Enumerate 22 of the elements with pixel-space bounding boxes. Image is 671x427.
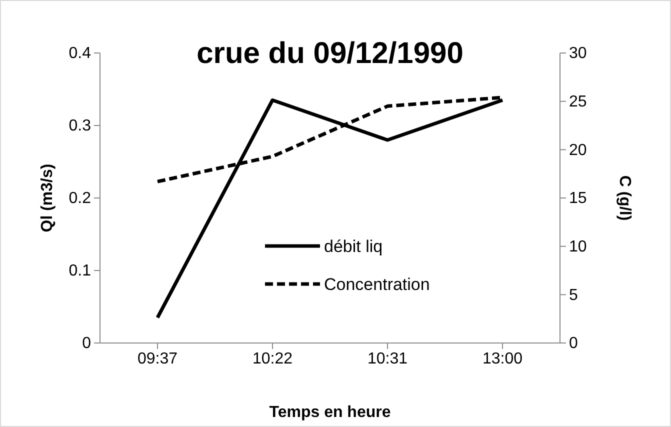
legend-label: débit liq <box>324 237 383 256</box>
y-tick-label: 0 <box>82 335 92 352</box>
y-tick-label: 0.1 <box>68 262 92 280</box>
x-tick-label: 09:37 <box>137 350 178 368</box>
x-tick-label: 10:31 <box>367 350 408 368</box>
y2-tick-label: 20 <box>569 142 587 159</box>
x-tick-label: 13:00 <box>482 350 523 368</box>
legend-label: Concentration <box>324 275 430 294</box>
y2-tick-label: 30 <box>569 45 587 62</box>
y-tick-label: 0.3 <box>68 118 92 135</box>
y2-tick-label: 25 <box>569 93 587 110</box>
y2-axis-title: C (g/l) <box>616 175 633 221</box>
y-axis-title: Ql (m3/s) <box>39 164 56 232</box>
x-axis-title: Temps en heure <box>269 404 391 421</box>
x-tick-label: 10:22 <box>252 350 293 368</box>
y2-tick-label: 5 <box>569 286 578 304</box>
y2-tick-label: 0 <box>569 335 578 352</box>
y-tick-label: 0.2 <box>68 190 92 208</box>
y2-tick-label: 15 <box>569 190 587 208</box>
y2-tick-label: 10 <box>569 238 587 256</box>
y-tick-label: 0.4 <box>68 45 92 62</box>
chart-title: crue du 09/12/1990 <box>196 37 464 70</box>
